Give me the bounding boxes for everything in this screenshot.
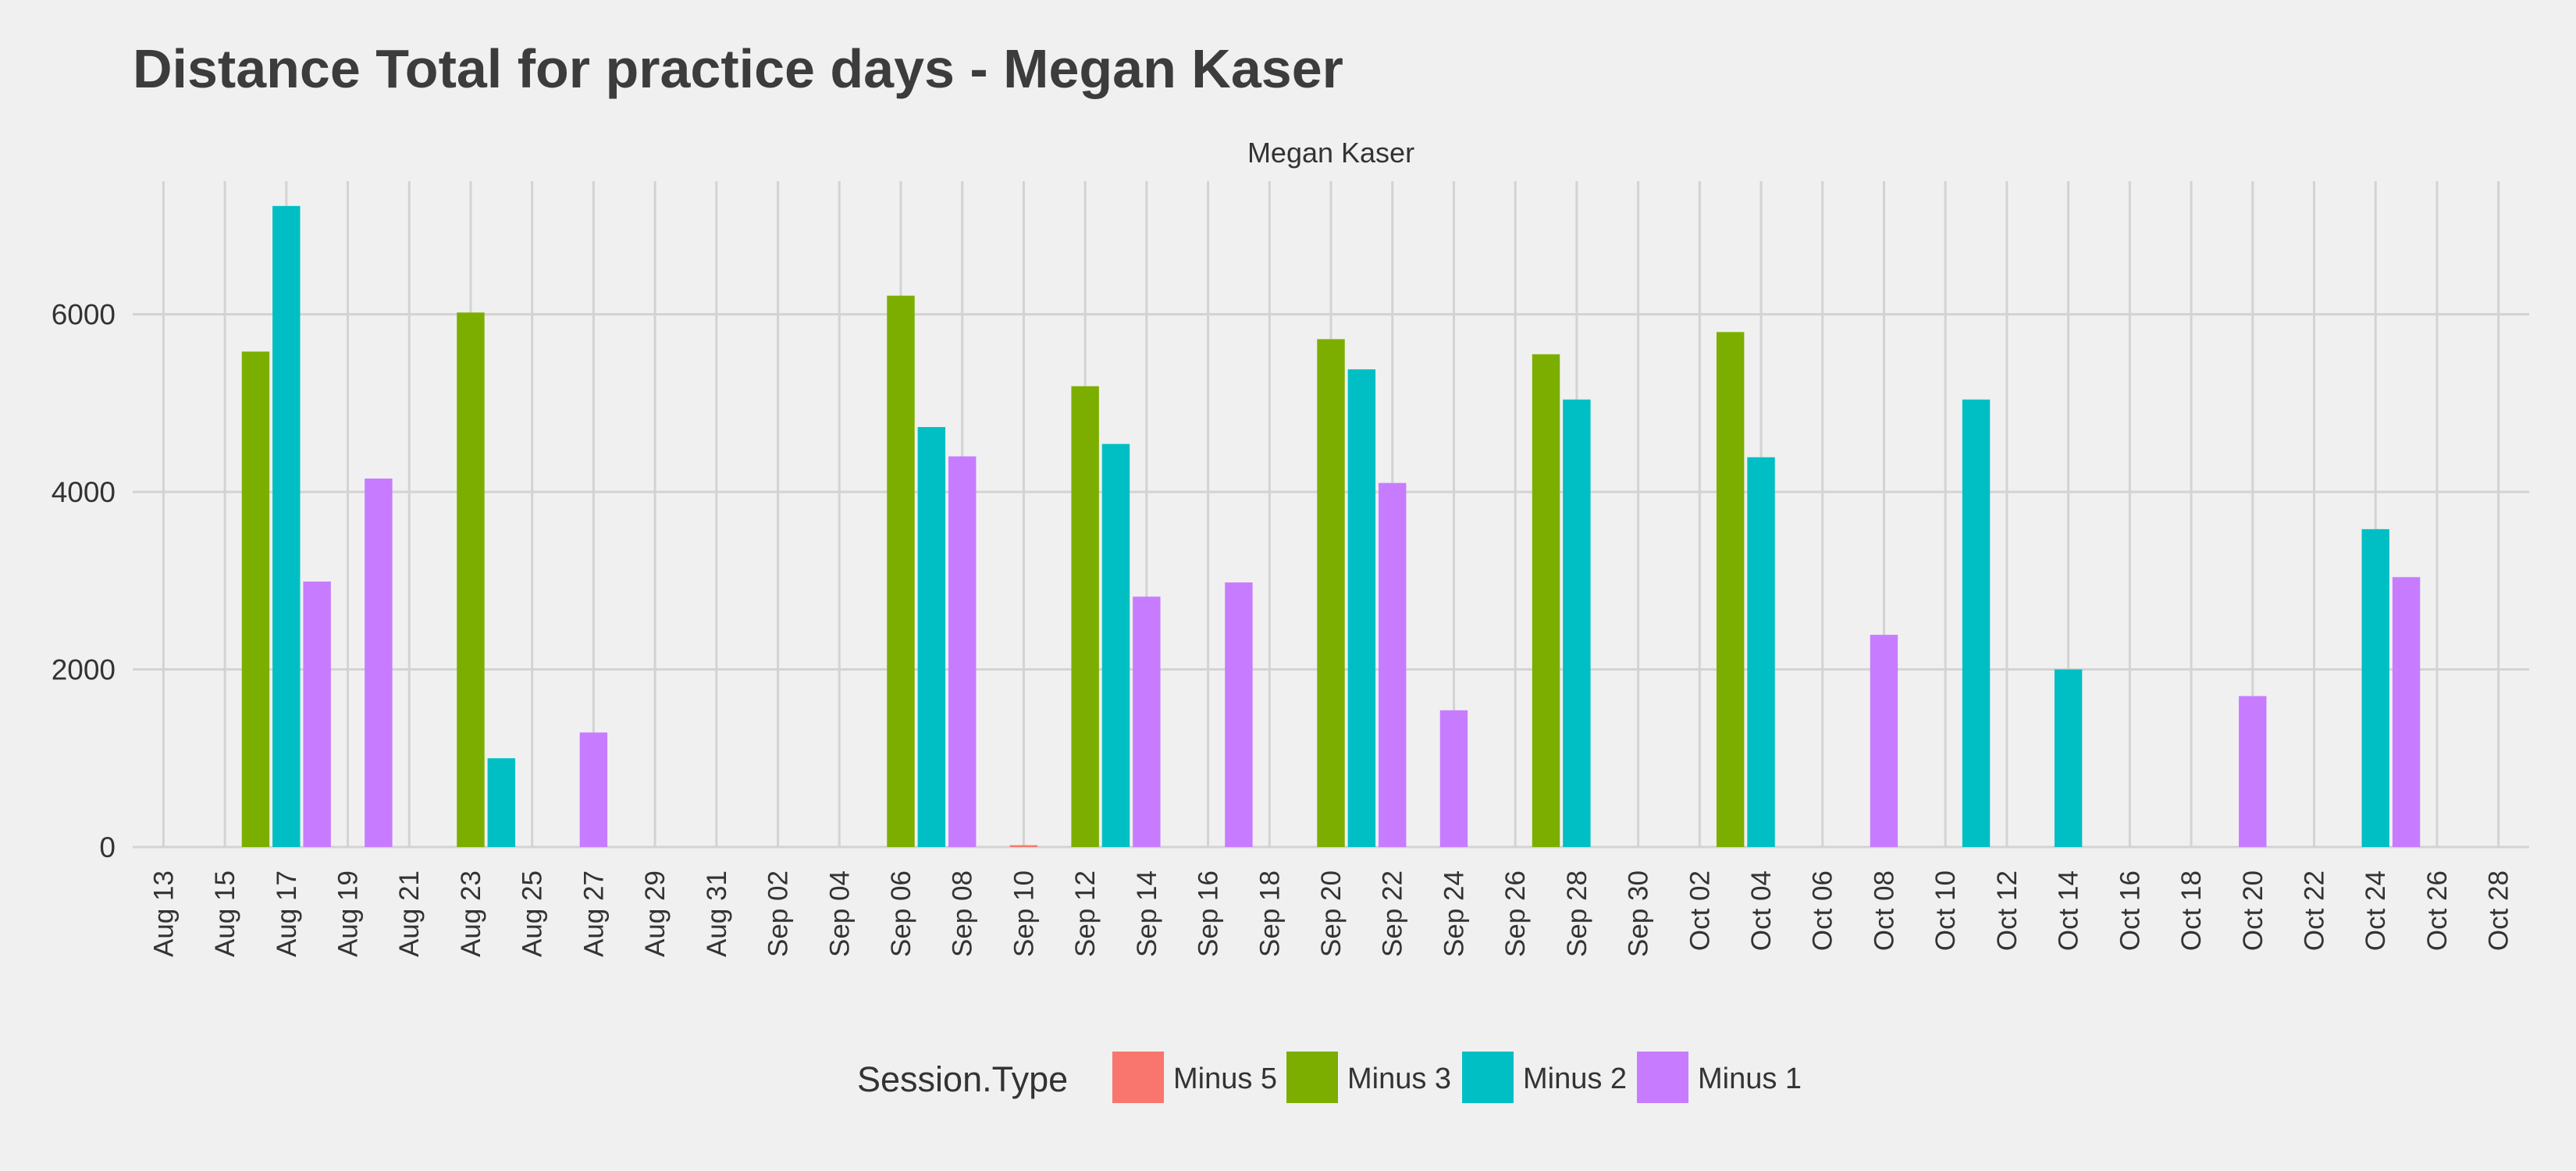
x-tick-label: Oct 04: [1746, 870, 1777, 951]
legend-label-minus-2: Minus 2: [1523, 1062, 1627, 1095]
bar-minus-5: [1009, 845, 1038, 847]
x-tick-label: Sep 12: [1070, 870, 1101, 957]
y-tick-label: 4000: [52, 476, 116, 508]
x-tick-label: Sep 28: [1562, 870, 1592, 957]
x-tick-label: Sep 10: [1009, 870, 1039, 957]
bar-minus-1: [2239, 696, 2267, 847]
x-tick-label: Aug 31: [702, 870, 732, 957]
bar-minus-1: [948, 456, 977, 847]
x-tick-label: Sep 22: [1378, 870, 1408, 957]
legend-label-minus-5: Minus 5: [1173, 1062, 1277, 1095]
legend: Session.Type Minus 5 Minus 3 Minus 2 Minus …: [857, 1052, 1802, 1103]
bar-minus-3: [1532, 354, 1560, 847]
x-tick-label: Sep 26: [1500, 870, 1531, 957]
x-tick-label: Oct 12: [1992, 870, 2023, 951]
x-tick-label: Aug 15: [210, 870, 240, 957]
x-tick-label: Oct 18: [2176, 870, 2207, 951]
bar-minus-2: [1347, 369, 1376, 848]
legend-key-minus-5: [1112, 1052, 1164, 1103]
x-tick-label: Oct 10: [1930, 870, 1961, 951]
x-tick-label: Oct 24: [2361, 870, 2391, 951]
bar-minus-3: [457, 312, 485, 848]
bar-minus-2: [272, 205, 301, 847]
x-tick-label: Aug 19: [333, 870, 364, 957]
y-tick-label: 0: [99, 831, 116, 863]
bar-minus-1: [1439, 710, 1468, 847]
x-tick-label: Aug 21: [394, 870, 425, 957]
x-tick-label: Sep 16: [1194, 870, 1224, 957]
x-tick-label: Sep 18: [1254, 870, 1285, 957]
x-tick-label: Oct 28: [2484, 870, 2514, 951]
x-tick-label: Aug 29: [640, 870, 671, 957]
bar-minus-2: [917, 427, 946, 847]
x-tick-label: Oct 22: [2299, 870, 2329, 951]
x-tick-label: Oct 02: [1685, 870, 1715, 951]
x-tick-label: Sep 20: [1316, 870, 1347, 957]
legend-key-minus-2: [1462, 1052, 1514, 1103]
bar-minus-2: [1101, 443, 1130, 847]
bar-minus-3: [1716, 332, 1745, 847]
bar-minus-1: [1379, 482, 1407, 847]
x-tick-label: Oct 06: [1808, 870, 1838, 951]
bar-minus-1: [579, 732, 608, 847]
x-tick-label: Sep 06: [886, 870, 916, 957]
bar-minus-1: [303, 581, 331, 847]
y-tick-label: 6000: [52, 299, 116, 331]
bar-minus-2: [1747, 457, 1775, 847]
bar-minus-2: [1962, 399, 1991, 847]
bar-minus-3: [887, 295, 915, 847]
bar-minus-3: [1317, 339, 1345, 848]
bar-minus-1: [1133, 596, 1161, 847]
legend-key-minus-3: [1286, 1052, 1338, 1103]
legend-key-minus-1: [1637, 1052, 1688, 1103]
bar-minus-2: [2054, 669, 2083, 847]
x-tick-label: Sep 14: [1132, 870, 1162, 957]
facet-strip-label: Megan Kaser: [1247, 137, 1414, 169]
x-tick-label: Oct 16: [2115, 870, 2145, 951]
bar-minus-3: [1071, 386, 1099, 847]
x-tick-label: Oct 14: [2054, 870, 2084, 951]
x-tick-label: Sep 30: [1624, 870, 1654, 957]
chart-title: Distance Total for practice days - Megan…: [133, 38, 1343, 99]
x-tick-label: Aug 17: [272, 870, 302, 957]
x-tick-label: Oct 08: [1869, 870, 1899, 951]
bar-minus-3: [241, 351, 270, 847]
x-tick-label: Oct 26: [2422, 870, 2453, 951]
bar-minus-2: [2361, 529, 2389, 847]
bar-minus-1: [1225, 582, 1253, 847]
x-tick-label: Sep 04: [824, 870, 855, 957]
x-tick-label: Aug 13: [148, 870, 179, 957]
legend-label-minus-3: Minus 3: [1347, 1062, 1451, 1095]
x-tick-label: Aug 27: [578, 870, 609, 957]
bar-minus-2: [1563, 399, 1591, 847]
bar-minus-1: [365, 479, 393, 847]
legend-title: Session.Type: [857, 1059, 1068, 1099]
bars: [241, 205, 2421, 848]
bar-minus-1: [2392, 577, 2421, 847]
legend-label-minus-1: Minus 1: [1698, 1062, 1802, 1095]
y-axis: 0 2000 4000 6000: [52, 299, 116, 863]
bar-minus-2: [487, 758, 516, 847]
x-tick-label: Sep 08: [948, 870, 978, 957]
x-tick-label: Sep 02: [763, 870, 794, 957]
x-tick-label: Sep 24: [1439, 870, 1469, 957]
y-tick-label: 2000: [52, 654, 116, 686]
x-tick-label: Aug 25: [518, 870, 548, 957]
bar-minus-1: [1870, 635, 1898, 847]
x-axis: Aug 13 Aug 15 Aug 17 Aug 19 Aug 21 Aug 23 Aug …: [148, 870, 2514, 957]
x-tick-label: Aug 23: [456, 870, 486, 957]
x-tick-label: Oct 20: [2238, 870, 2268, 951]
